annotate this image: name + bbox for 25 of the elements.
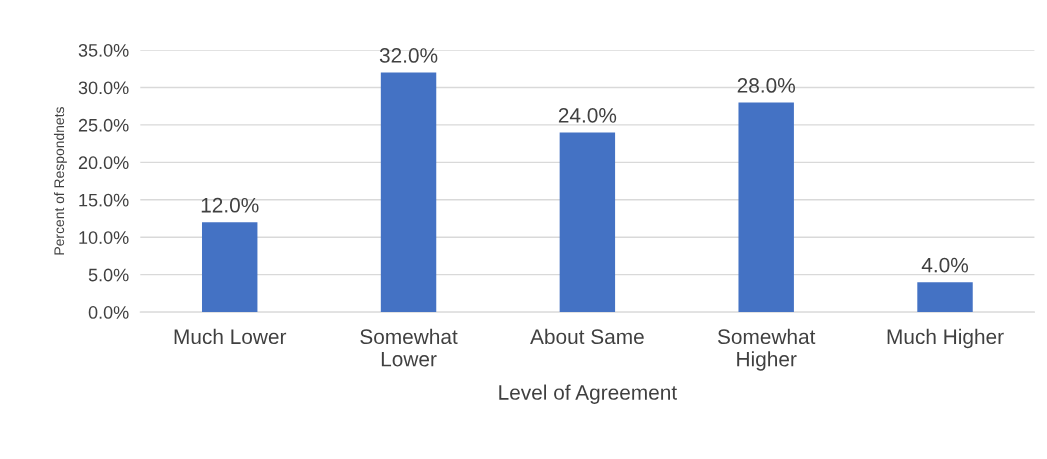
x-tick-label: Somewhat Lower — [360, 328, 458, 367]
y-axis-title: Percent of Respondnets — [53, 107, 67, 255]
data-label: 12.0% — [201, 197, 259, 213]
x-axis-title: Level of Agreement — [499, 384, 677, 404]
bar — [380, 72, 437, 313]
y-tick-label: 10.0% — [79, 231, 129, 244]
x-tick-label: Much Higher — [887, 328, 1004, 349]
y-tick-label: 30.0% — [78, 81, 129, 95]
y-tick-label: 25.0% — [78, 118, 129, 132]
bar — [559, 132, 616, 313]
bar — [738, 102, 794, 313]
data-label: 28.0% — [737, 78, 795, 93]
y-tick-label: 15.0% — [79, 193, 129, 207]
y-tick-label: 5.0% — [88, 268, 129, 282]
y-tick-label: 0.0% — [88, 306, 129, 319]
data-label: 4.0% — [921, 257, 969, 273]
y-tick-label: 20.0% — [78, 156, 129, 170]
x-tick-label: About Same — [530, 328, 644, 345]
x-tick-label: Much Lower — [174, 328, 287, 345]
bar — [917, 282, 973, 313]
x-tick-label: Somewhat Higher — [717, 328, 816, 371]
data-label: 32.0% — [379, 48, 438, 63]
bar — [201, 222, 258, 313]
y-tick-label: 35.0% — [78, 43, 129, 57]
data-label: 24.0% — [558, 107, 617, 123]
